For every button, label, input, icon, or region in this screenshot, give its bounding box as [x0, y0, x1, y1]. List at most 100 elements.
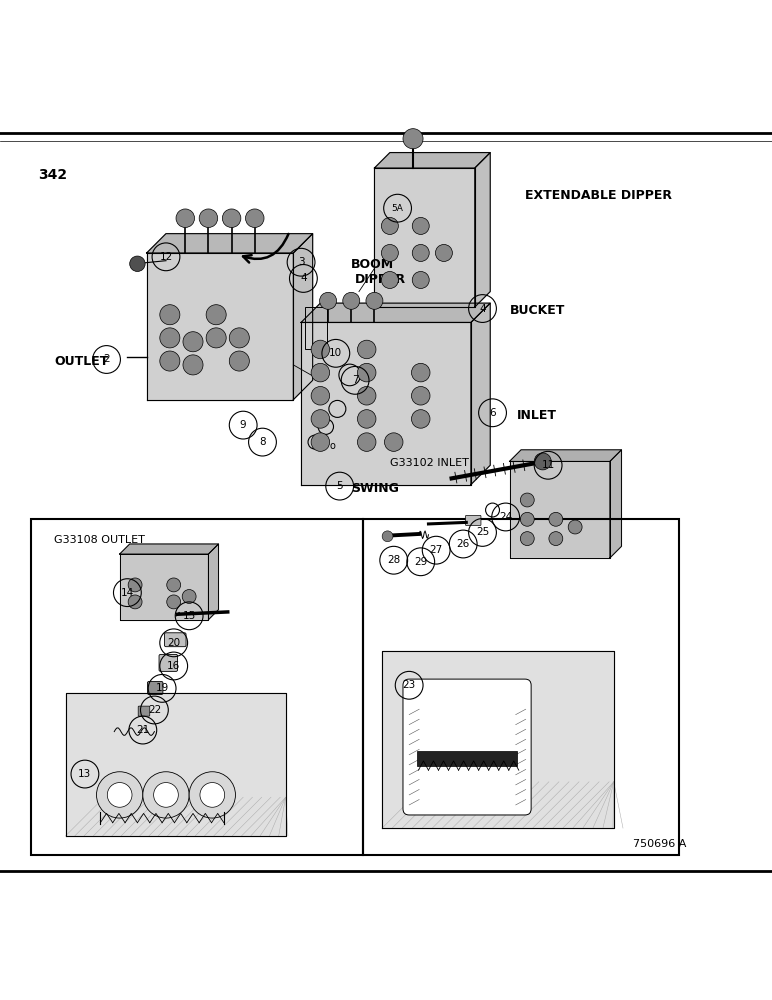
Circle shape: [381, 244, 398, 261]
Circle shape: [357, 363, 376, 382]
Text: 4: 4: [300, 273, 306, 283]
Text: 6: 6: [489, 408, 496, 418]
Text: BOOM: BOOM: [351, 258, 394, 271]
Text: INLET: INLET: [517, 409, 557, 422]
Circle shape: [357, 340, 376, 359]
Circle shape: [160, 328, 180, 348]
Polygon shape: [147, 234, 313, 253]
Circle shape: [412, 217, 429, 234]
Circle shape: [154, 783, 178, 807]
Text: 21: 21: [136, 725, 150, 735]
Text: 28: 28: [387, 555, 401, 565]
Polygon shape: [301, 322, 471, 485]
Text: 9: 9: [240, 420, 246, 430]
FancyBboxPatch shape: [403, 679, 531, 815]
Polygon shape: [301, 303, 490, 322]
Bar: [305, 307, 327, 349]
Text: 24: 24: [499, 512, 513, 522]
Circle shape: [357, 410, 376, 428]
Circle shape: [412, 271, 429, 288]
Polygon shape: [382, 651, 614, 828]
Circle shape: [311, 387, 330, 405]
Circle shape: [128, 595, 142, 609]
Circle shape: [520, 493, 534, 507]
Text: 29: 29: [414, 557, 428, 567]
Text: DIPPER: DIPPER: [355, 273, 406, 286]
Circle shape: [199, 209, 218, 227]
Circle shape: [160, 351, 180, 371]
Polygon shape: [374, 168, 475, 307]
FancyBboxPatch shape: [164, 633, 186, 647]
Circle shape: [200, 783, 225, 807]
Circle shape: [320, 292, 337, 309]
Text: BUCKET: BUCKET: [510, 304, 565, 317]
Circle shape: [311, 363, 330, 382]
Circle shape: [183, 355, 203, 375]
Circle shape: [384, 433, 403, 451]
Circle shape: [229, 351, 249, 371]
Circle shape: [435, 244, 452, 261]
FancyBboxPatch shape: [159, 654, 178, 671]
Polygon shape: [510, 450, 621, 461]
Circle shape: [143, 772, 189, 818]
Circle shape: [520, 532, 534, 546]
Polygon shape: [610, 450, 621, 558]
Circle shape: [382, 531, 393, 542]
Text: 13: 13: [78, 769, 92, 779]
Text: 2: 2: [103, 354, 110, 364]
Text: 23: 23: [402, 680, 416, 690]
Polygon shape: [208, 544, 218, 620]
Circle shape: [311, 410, 330, 428]
Text: 750696 A: 750696 A: [633, 839, 686, 849]
Text: 10: 10: [329, 348, 343, 358]
Text: 27: 27: [429, 545, 443, 555]
Text: o: o: [329, 441, 335, 451]
Circle shape: [167, 578, 181, 592]
Circle shape: [167, 595, 181, 609]
Circle shape: [176, 209, 195, 227]
Text: 342: 342: [39, 168, 68, 182]
Polygon shape: [475, 153, 490, 307]
Circle shape: [96, 772, 143, 818]
Circle shape: [357, 433, 376, 451]
Circle shape: [381, 271, 398, 288]
Polygon shape: [120, 554, 208, 620]
Circle shape: [160, 305, 180, 325]
Circle shape: [568, 520, 582, 534]
Circle shape: [206, 328, 226, 348]
Circle shape: [534, 453, 551, 470]
Text: 25: 25: [476, 527, 489, 537]
Circle shape: [357, 387, 376, 405]
Text: 22: 22: [147, 705, 161, 715]
Text: 8: 8: [259, 437, 266, 447]
FancyBboxPatch shape: [138, 706, 150, 716]
Polygon shape: [374, 153, 490, 168]
Text: EXTENDABLE DIPPER: EXTENDABLE DIPPER: [525, 189, 672, 202]
Text: 19: 19: [155, 683, 169, 693]
Polygon shape: [147, 253, 293, 400]
Circle shape: [403, 129, 423, 149]
Circle shape: [549, 512, 563, 526]
Circle shape: [381, 217, 398, 234]
Bar: [417, 751, 517, 766]
Circle shape: [206, 305, 226, 325]
Text: 7: 7: [352, 375, 358, 385]
Bar: [31, 519, 363, 855]
Circle shape: [182, 590, 196, 603]
Text: 15: 15: [182, 611, 196, 621]
Text: G33102 INLET: G33102 INLET: [390, 458, 469, 468]
Circle shape: [189, 772, 235, 818]
Text: 14: 14: [120, 588, 134, 598]
Text: 3: 3: [298, 257, 304, 267]
Text: 5A: 5A: [391, 204, 404, 213]
Circle shape: [411, 387, 430, 405]
Circle shape: [107, 783, 132, 807]
Circle shape: [183, 332, 203, 352]
Text: 16: 16: [167, 661, 181, 671]
FancyBboxPatch shape: [466, 515, 481, 525]
Text: 20: 20: [167, 638, 181, 648]
Bar: [363, 519, 679, 855]
FancyBboxPatch shape: [147, 681, 163, 695]
Circle shape: [520, 512, 534, 526]
Circle shape: [222, 209, 241, 227]
